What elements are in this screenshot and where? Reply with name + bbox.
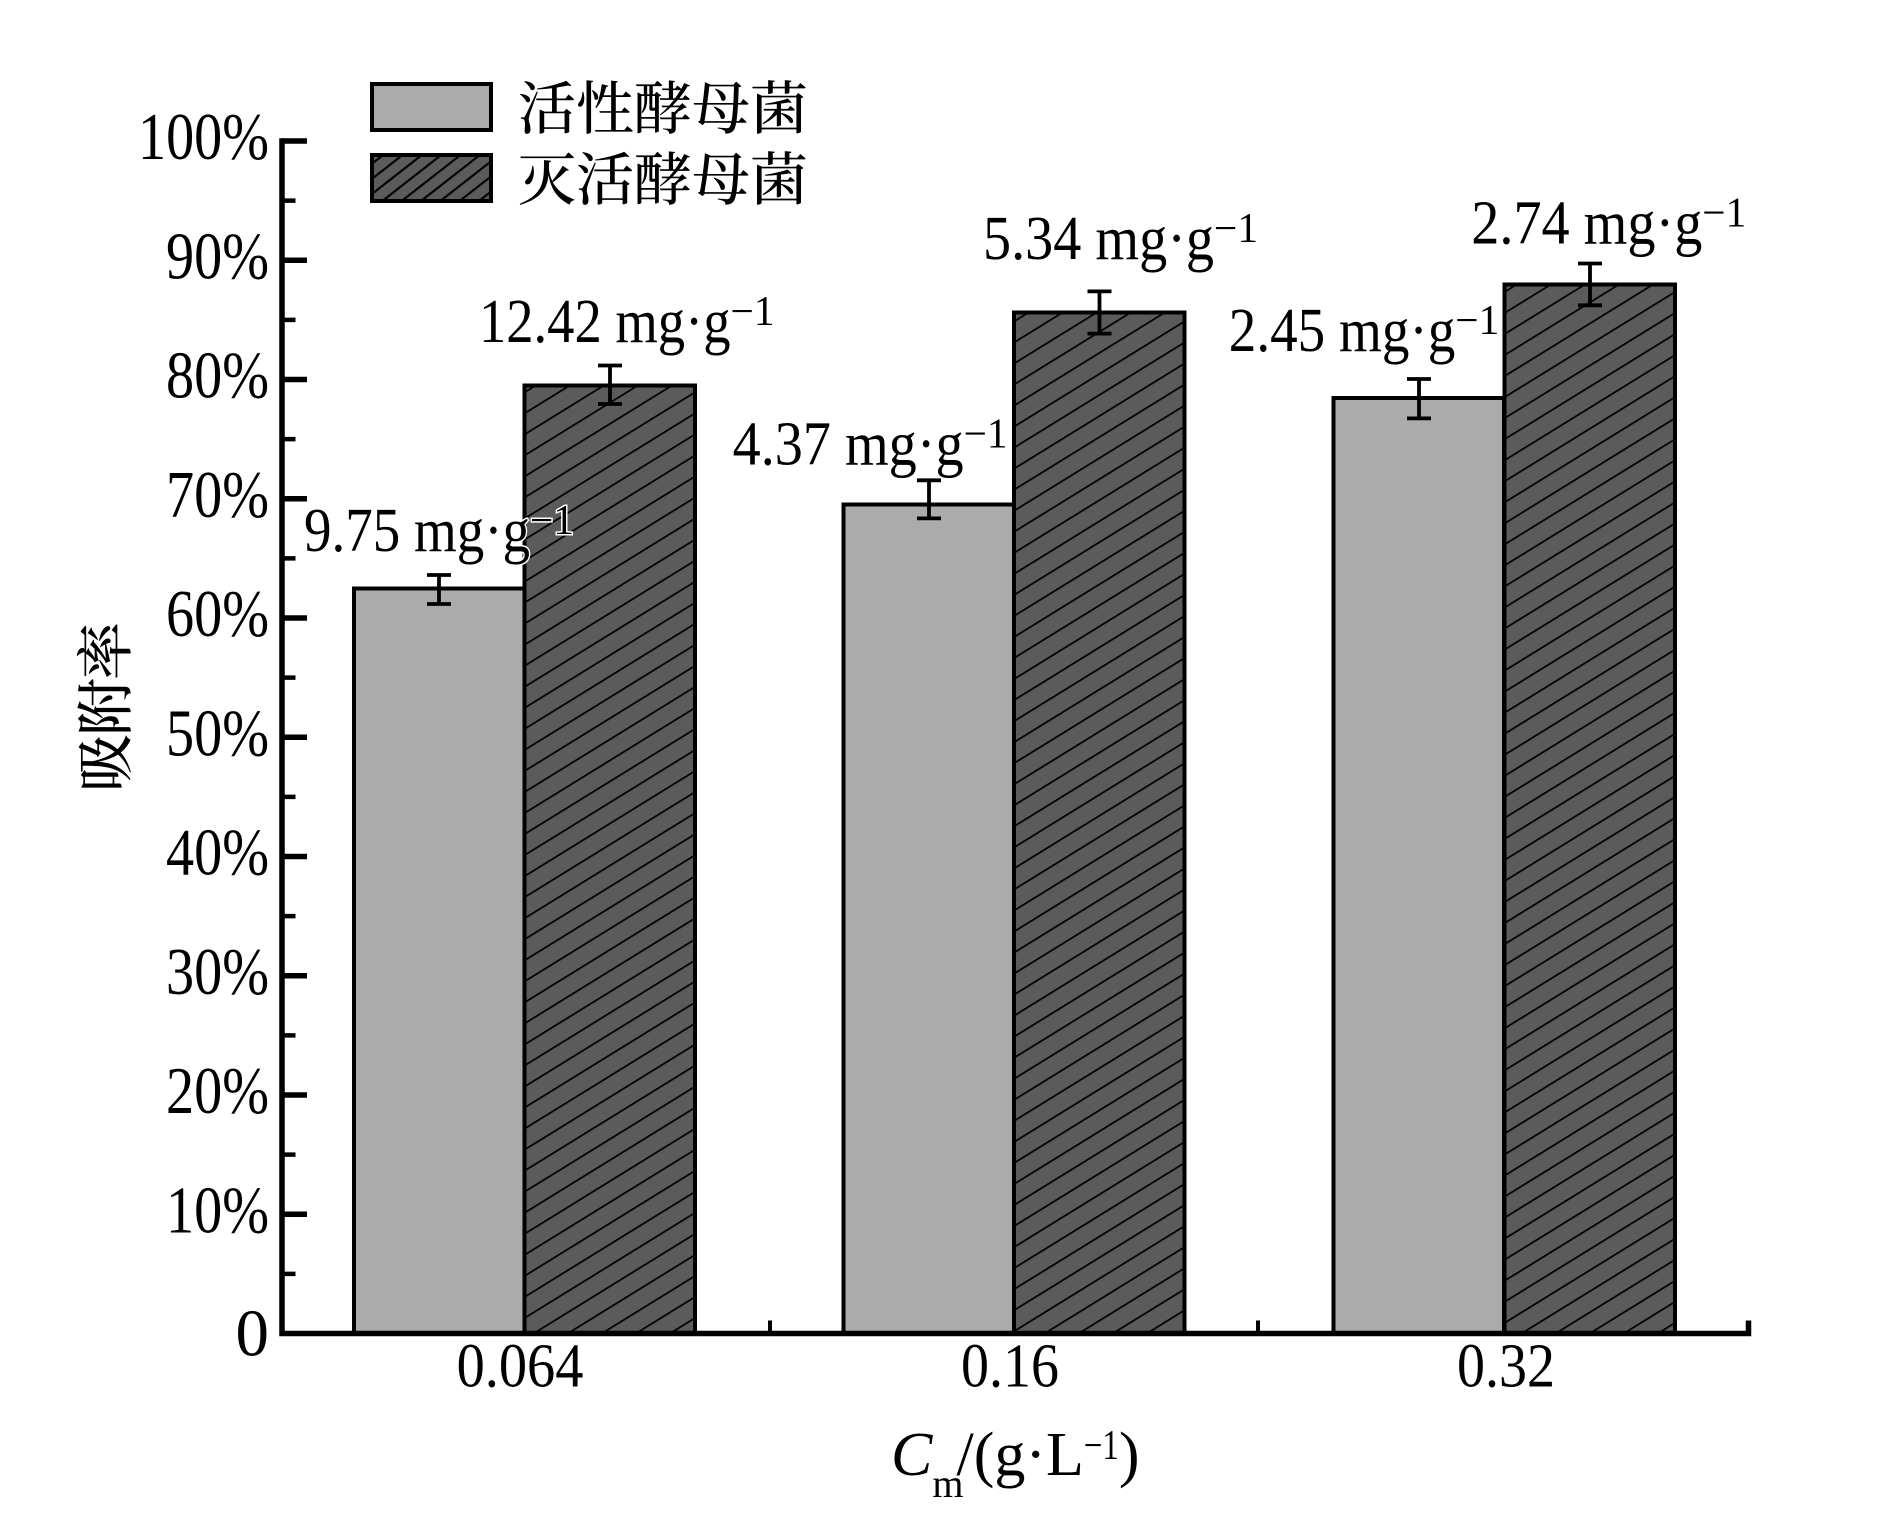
- svg-text:−1: −1: [964, 411, 1008, 457]
- svg-text:−1: −1: [1214, 206, 1258, 252]
- svg-text:Cm/(g·L−1): Cm/(g·L−1): [891, 1421, 1140, 1506]
- svg-text:−1: −1: [530, 498, 574, 544]
- svg-text:2.45 mg·g: 2.45 mg·g: [1229, 297, 1456, 365]
- svg-text:5.34 mg·g: 5.34 mg·g: [983, 205, 1214, 273]
- svg-text:70%: 70%: [166, 458, 269, 532]
- svg-text:90%: 90%: [166, 219, 269, 293]
- svg-text:0.32: 0.32: [1457, 1333, 1555, 1401]
- svg-text:12.42 mg·g: 12.42 mg·g: [479, 288, 731, 356]
- svg-text:−1: −1: [1455, 298, 1499, 344]
- svg-text:−1: −1: [1702, 191, 1746, 237]
- svg-text:0.16: 0.16: [961, 1333, 1059, 1401]
- svg-text:30%: 30%: [166, 935, 269, 1009]
- svg-text:60%: 60%: [166, 577, 269, 651]
- svg-text:0: 0: [236, 1297, 270, 1371]
- svg-text:50%: 50%: [166, 696, 269, 770]
- svg-text:4.37 mg·g: 4.37 mg·g: [733, 410, 964, 478]
- svg-text:9.75 mg·g: 9.75 mg·g: [304, 497, 530, 565]
- svg-text:2.74 mg·g: 2.74 mg·g: [1471, 190, 1702, 258]
- svg-text:−1: −1: [731, 289, 775, 335]
- svg-text:0.064: 0.064: [457, 1333, 584, 1401]
- svg-text:40%: 40%: [166, 816, 269, 890]
- svg-text:10%: 10%: [166, 1173, 269, 1247]
- svg-text:100%: 100%: [138, 100, 269, 174]
- svg-text:20%: 20%: [166, 1054, 269, 1128]
- svg-text:80%: 80%: [166, 339, 269, 413]
